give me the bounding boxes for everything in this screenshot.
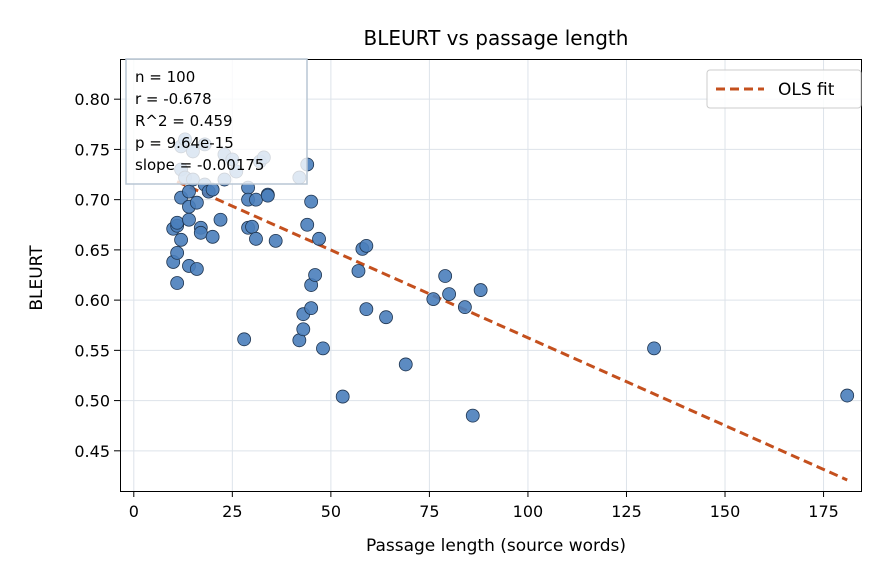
scatter-point (304, 301, 319, 316)
scatter-point (473, 283, 488, 297)
scatter-point (268, 233, 283, 248)
stats-box: n = 100 r = -0.678 R^2 = 0.459 p = 9.64e… (125, 58, 308, 185)
y-tick-label: 0.60 (74, 291, 110, 310)
legend-fit-label: OLS fit (778, 80, 835, 100)
y-tick-label: 0.75 (74, 140, 110, 159)
y-tick-label: 0.50 (74, 392, 110, 411)
x-tick-label: 75 (419, 502, 439, 521)
ols-fit-line (176, 180, 848, 482)
x-tick-label: 50 (321, 502, 341, 521)
scatter-point (182, 184, 196, 199)
scatter-point (438, 269, 453, 283)
scatter-point (170, 215, 185, 230)
x-axis-ticks: 0 25 50 75 100 125 150 175 (129, 491, 839, 521)
scatter-point (304, 194, 319, 209)
y-tick-label: 0.70 (74, 191, 110, 210)
scatter-point (465, 408, 480, 423)
x-tick-label: 150 (710, 502, 741, 521)
y-tick-label: 0.80 (74, 90, 110, 109)
x-tick-label: 25 (222, 502, 242, 521)
legend-frame (706, 69, 862, 109)
scatter-point (182, 212, 196, 227)
scatter-point (379, 310, 393, 325)
y-tick-label: 0.65 (74, 241, 110, 260)
x-tick-label: 125 (611, 502, 642, 521)
x-axis-label: Passage length (source words) (366, 536, 626, 556)
plot-frame (120, 59, 862, 492)
grid-lines (120, 59, 861, 491)
stats-box-frame (125, 58, 308, 185)
scatter-point (426, 292, 441, 307)
scatter-point (359, 302, 374, 317)
scatter-point (189, 262, 204, 276)
scatter-point (193, 225, 208, 240)
scatter-point (249, 231, 263, 246)
scatter-point (351, 264, 366, 278)
scatter-point (170, 245, 185, 260)
scatter-point (174, 232, 188, 247)
stats-line-r: r = -0.678 (135, 90, 212, 108)
scatter-point (840, 388, 855, 403)
stats-line-n: n = 100 (135, 68, 195, 86)
chart-title: BLEURT vs passage length (364, 26, 629, 50)
x-tick-label: 175 (808, 502, 839, 521)
y-axis-ticks: 0.45 0.50 0.55 0.60 0.65 0.70 0.75 0.80 (74, 90, 120, 461)
scatter-point (249, 192, 263, 207)
x-tick-label: 100 (513, 502, 544, 521)
scatter-point (647, 341, 661, 356)
scatter-point (170, 276, 185, 290)
stats-line-p: p = 9.64e-15 (135, 134, 234, 152)
scatter-point (296, 322, 311, 337)
scatter-point (205, 182, 220, 197)
scatter-point (316, 341, 330, 356)
scatter-point (245, 219, 259, 234)
scatter-point (237, 332, 252, 347)
fit-line-group (176, 180, 848, 482)
legend: OLS fit (706, 69, 862, 109)
scatter-point (189, 195, 204, 210)
y-tick-label: 0.45 (74, 442, 110, 461)
stats-line-r2: R^2 = 0.459 (135, 112, 233, 130)
scatter-point (335, 389, 350, 404)
scatter-point (213, 212, 228, 227)
x-tick-label: 0 (129, 502, 139, 521)
scatter-point (312, 231, 326, 246)
y-tick-label: 0.55 (74, 341, 110, 360)
scatter-point (359, 238, 374, 253)
scatter-point (308, 268, 323, 282)
scatter-point (205, 229, 220, 244)
scatter-point (398, 357, 413, 372)
scatter-point (442, 287, 457, 301)
y-axis-label: BLEURT (27, 245, 47, 311)
scatter-point (260, 188, 275, 203)
stats-line-slope: slope = -0.00175 (135, 156, 264, 174)
scatter-point (300, 217, 315, 232)
scatter-point (457, 300, 472, 315)
